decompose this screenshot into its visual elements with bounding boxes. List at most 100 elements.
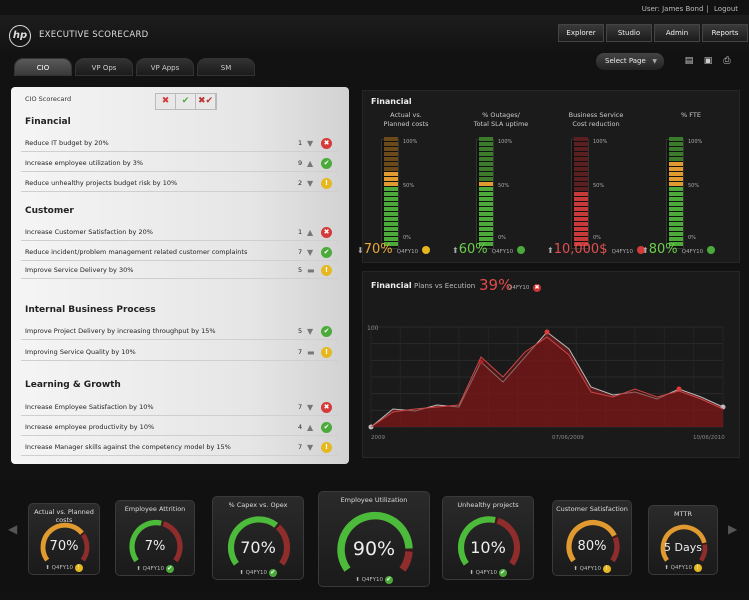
kpi-period: Q4FY10 xyxy=(681,249,704,255)
radial-gauge xyxy=(566,519,620,563)
gauge-segment xyxy=(479,137,493,141)
gauge-footer: ⬆ Q4FY10 ! xyxy=(29,564,99,572)
gauge-segment xyxy=(574,182,588,186)
trend-down-icon: ⬇ xyxy=(357,246,364,255)
scorecard-row[interactable]: Increase employee utilization by 3% 9 ▲ ✔ xyxy=(21,155,339,172)
gauge-segment xyxy=(574,232,588,236)
gauge-segment xyxy=(574,242,588,246)
gauge-segment xyxy=(669,227,683,231)
status-green-icon: ✔ xyxy=(384,576,393,584)
filter-red-icon[interactable]: ✖ xyxy=(156,94,176,109)
gauge-tick-label: 0% xyxy=(498,235,506,241)
scorecard-row[interactable]: Increase Customer Satisfaction by 20% 1 ▲ ✖ xyxy=(21,224,339,241)
gauge-card[interactable]: MTTR 5 Days ⬆ Q4FY10 ! xyxy=(648,505,718,575)
trend-up-icon: ⬆ xyxy=(136,566,143,572)
tab-cio[interactable]: CIO xyxy=(14,58,72,76)
gauge-fill xyxy=(660,524,707,562)
print-icon[interactable]: ⎙ xyxy=(723,56,731,66)
gauge-segment xyxy=(479,187,493,191)
filter-green-icon[interactable]: ✔ xyxy=(176,94,196,109)
gauge-period: Q4FY10 xyxy=(579,566,601,572)
gauge-segment xyxy=(574,157,588,161)
gauge-segment xyxy=(574,202,588,206)
trend-up-icon: ▲ xyxy=(307,228,314,237)
gauge-segment xyxy=(384,167,398,171)
select-page-dropdown[interactable]: Select Page ▼ xyxy=(596,53,664,70)
gauge-card[interactable]: Employee Attrition 7% ⬆ Q4FY10 ✔ xyxy=(115,500,195,576)
status-red-icon: ✖ xyxy=(321,227,332,238)
trend-up-icon: ⬆ xyxy=(642,246,649,255)
status-green-icon: ✔ xyxy=(321,158,332,169)
radial-gauge xyxy=(40,522,90,562)
gauge-period: Q4FY10 xyxy=(142,566,164,572)
scorecard-row[interactable]: Improving Service Quality by 10% 7 ▬! xyxy=(21,344,339,361)
save-icon[interactable]: ▣ xyxy=(703,56,713,66)
status-yellow-icon: ! xyxy=(321,265,332,276)
trend-up-icon: ⬆ xyxy=(452,246,459,255)
tab-vp-apps[interactable]: VP Apps xyxy=(136,58,194,76)
nav-reports[interactable]: Reports xyxy=(702,24,748,42)
trend-down-icon: ▼ xyxy=(307,248,314,257)
nav-explorer[interactable]: Explorer xyxy=(558,24,604,42)
gauge-segment xyxy=(669,137,683,141)
user-bar: User: James Bond | Logout xyxy=(641,5,738,13)
gauge-period: Q4FY10 xyxy=(245,570,267,576)
status-yellow-icon: ! xyxy=(693,564,702,572)
nav-studio[interactable]: Studio xyxy=(606,24,652,42)
scorecard-row[interactable]: Increase employee productivity by 10% 4 ▲ ✔ xyxy=(21,419,339,436)
gauge-card[interactable]: Actual vs. Planned costs 70% ⬆ Q4FY10 ! xyxy=(28,503,100,575)
scroll-right-icon[interactable]: ▶ xyxy=(728,522,738,536)
tab-sm[interactable]: SM xyxy=(197,58,255,76)
status-green-icon: ✔ xyxy=(321,247,332,258)
nav-admin[interactable]: Admin xyxy=(654,24,700,42)
scorecard-row[interactable]: Reduce incident/problem management relat… xyxy=(21,244,339,261)
gauge-card[interactable]: Employee Utilization 90% ⬆ Q4FY10 ✔ xyxy=(318,491,430,587)
data-point[interactable] xyxy=(544,329,550,335)
trend-down-icon: ▼ xyxy=(307,179,314,188)
scorecard-row[interactable]: Improve Project Delivery by increasing t… xyxy=(21,323,339,340)
gauge-card[interactable]: Customer Satisfaction 80% ⬆ Q4FY10 ! xyxy=(552,500,632,576)
gauge-title: Employee Utilization xyxy=(340,496,408,504)
status-yellow-icon: ! xyxy=(74,564,83,572)
scorecard-row[interactable]: Reduce unhealthy projects budget risk by… xyxy=(21,175,339,192)
scroll-left-icon[interactable]: ◀ xyxy=(8,522,18,536)
gauge-segment xyxy=(574,207,588,211)
data-point[interactable] xyxy=(676,386,682,392)
column-heading: % Outages/ Total SLA uptime xyxy=(473,111,529,128)
gauge-segment xyxy=(574,172,588,176)
gauge-footer: ⬆ Q4FY10 ✔ xyxy=(116,565,194,573)
gauge-card[interactable]: % Capex vs. Opex 70% ⬆ Q4FY10 ✔ xyxy=(212,496,304,580)
objective-count: 1 xyxy=(298,228,303,236)
chart-subtitle: Plans vs Eecution xyxy=(414,282,476,290)
gauge-title: MTTR xyxy=(674,510,692,518)
gauge-segment xyxy=(479,237,493,241)
objective-text: Increase Customer Satisfaction by 20% xyxy=(25,228,153,236)
scorecard-row[interactable]: Increase Employee Satisfaction by 10% 7 ▼ ✖ xyxy=(21,399,339,416)
gauge-segment xyxy=(479,222,493,226)
gauge-segment xyxy=(669,207,683,211)
gauge-tick-label: 0% xyxy=(593,235,601,241)
gauge-card[interactable]: Unhealthy projects 10% ⬆ Q4FY10 ✔ xyxy=(442,496,534,580)
tab-vp-ops[interactable]: VP Ops xyxy=(75,58,133,76)
gauge-footer: ⬆ Q4FY10 ✔ xyxy=(319,576,429,584)
objective-count: 4 xyxy=(298,423,303,431)
gauge-tick-label: 100% xyxy=(688,139,703,145)
status-red-icon: ✖ xyxy=(321,138,332,149)
kpi-number: 10,000$ xyxy=(553,242,608,257)
logout-link[interactable]: Logout xyxy=(714,5,738,13)
filter-mixed-icon[interactable]: ✖✔ xyxy=(196,94,216,109)
gauge-segment xyxy=(574,137,588,141)
status-green-icon: ✔ xyxy=(268,569,277,577)
scorecard-row[interactable]: Improve Service Delivery by 30% 5 ▬! xyxy=(21,262,339,279)
gauge-footer: ⬆ Q4FY10 ! xyxy=(553,565,631,573)
document-icon[interactable]: ▤ xyxy=(684,56,694,66)
scorecard-row[interactable]: Increase Manager skills against the comp… xyxy=(21,439,339,456)
gauge-segment xyxy=(384,187,398,191)
gauge-segment xyxy=(384,207,398,211)
scorecard-row[interactable]: Reduce IT budget by 20% 1 ▼ ✖ xyxy=(21,135,339,152)
chart-kpi: 39% xyxy=(479,276,513,294)
objective-text: Increase employee productivity by 10% xyxy=(25,423,155,431)
gauge-segment xyxy=(669,157,683,161)
kpi-period: Q4FY10 xyxy=(491,249,514,255)
kpi-value: ⬇70% Q4FY10 xyxy=(357,242,431,257)
